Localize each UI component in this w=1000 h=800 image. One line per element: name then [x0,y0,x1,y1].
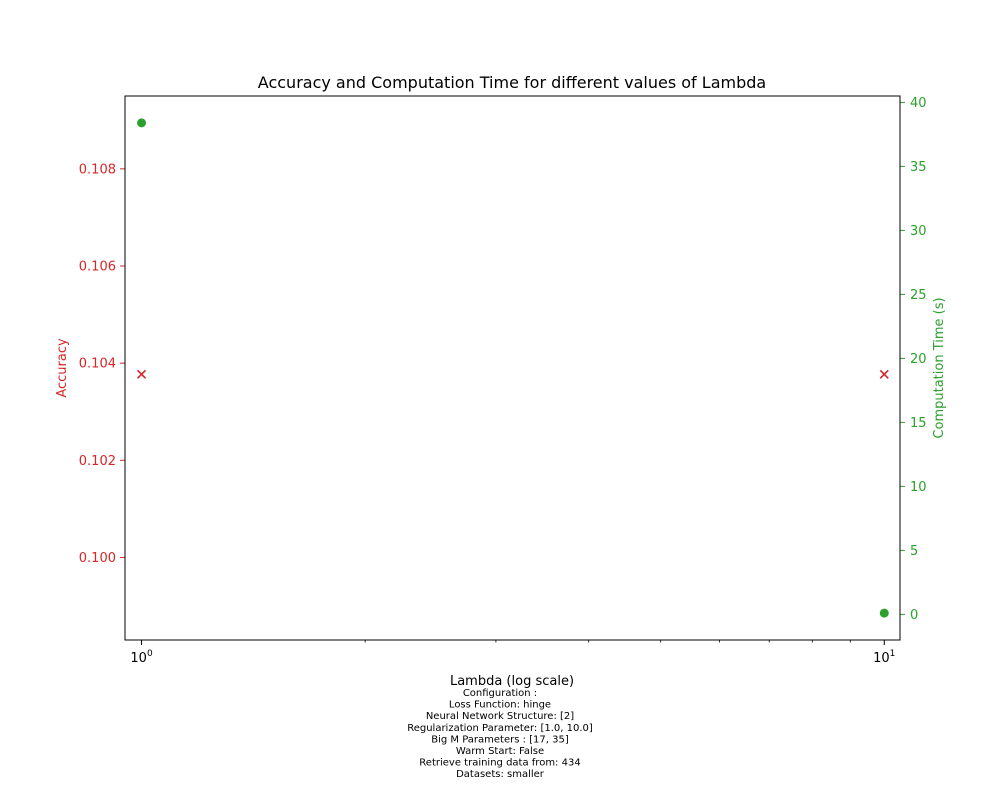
caption-line: Neural Network Structure: [2] [426,711,574,722]
x-tick-label: 100 [130,649,153,666]
y-right-tick-label: 0 [910,608,918,623]
caption-line: Retrieve training data from: 434 [419,758,580,769]
y-right-tick-label: 40 [910,96,927,111]
caption-line: Big M Parameters : [17, 35] [431,734,569,745]
chart-title: Accuracy and Computation Time for differ… [258,73,766,92]
y-right-tick-label: 30 [910,224,927,239]
computation-time-point [137,118,147,128]
y-right-tick-label: 20 [910,352,927,367]
configuration-caption: Configuration :Loss Function: hingeNeura… [407,688,593,780]
y-axis-left-label: Accuracy [55,338,70,398]
y-right-tick-label: 10 [910,480,927,495]
y-right-tick-label: 15 [910,416,927,431]
plot-frame [124,95,901,641]
accuracy-point [136,369,147,379]
caption-line: Loss Function: hinge [449,700,551,711]
y-left-tick-label: 0.104 [79,357,116,372]
computation-time-point [879,608,889,618]
y-right-tick-label: 5 [910,544,918,559]
caption-line: Datasets: smaller [456,769,545,780]
y-left-tick-label: 0.106 [79,260,116,275]
y-axis-right-label: Computation Time (s) [932,297,947,438]
caption-line: Configuration : [463,688,537,699]
y-left-tick-label: 0.100 [79,551,116,566]
accuracy-point [879,369,889,379]
x-axis-label: Lambda (log scale) [450,674,574,689]
y-left-tick-label: 0.108 [79,162,116,177]
plot-area: 100 101 0.100 0.102 0.104 0.106 0.108 0 5 10 15 20 2… [79,96,927,666]
caption-line: Regularization Parameter: [1.0, 10.0] [407,723,593,734]
y-left-tick-label: 0.102 [79,454,116,469]
y-right-tick-label: 25 [910,288,927,303]
x-tick-label: 101 [873,649,895,666]
y-right-tick-label: 35 [910,160,927,175]
caption-line: Warm Start: False [456,746,544,757]
